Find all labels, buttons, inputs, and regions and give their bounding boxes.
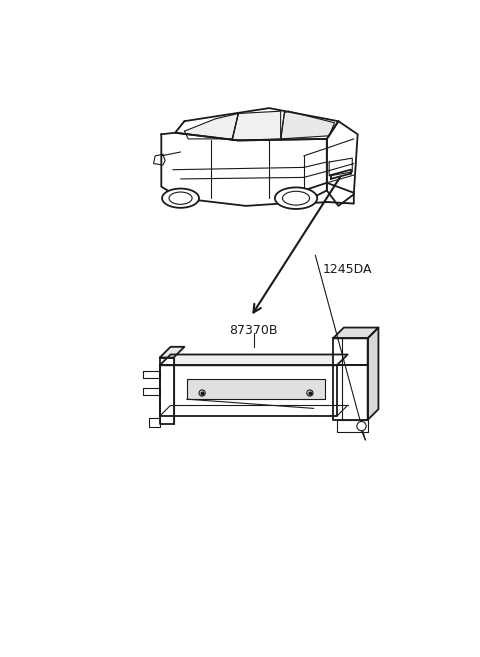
Ellipse shape <box>275 187 317 209</box>
Polygon shape <box>333 328 378 338</box>
Polygon shape <box>160 347 184 357</box>
Polygon shape <box>175 108 338 141</box>
Polygon shape <box>187 379 325 399</box>
Polygon shape <box>149 418 160 427</box>
Circle shape <box>357 422 366 431</box>
Polygon shape <box>160 355 348 365</box>
Polygon shape <box>327 121 358 206</box>
Ellipse shape <box>162 189 199 208</box>
Polygon shape <box>161 133 327 206</box>
Polygon shape <box>304 183 354 204</box>
Polygon shape <box>160 357 174 424</box>
Polygon shape <box>232 111 281 141</box>
Text: 87370B: 87370B <box>229 324 278 336</box>
Polygon shape <box>337 420 368 432</box>
Polygon shape <box>184 114 238 139</box>
Polygon shape <box>281 111 335 139</box>
Polygon shape <box>143 371 160 378</box>
Polygon shape <box>160 365 337 416</box>
Text: 1245DA: 1245DA <box>323 263 372 276</box>
Polygon shape <box>368 328 378 420</box>
Polygon shape <box>333 365 368 420</box>
Polygon shape <box>333 338 368 365</box>
Polygon shape <box>143 388 160 395</box>
